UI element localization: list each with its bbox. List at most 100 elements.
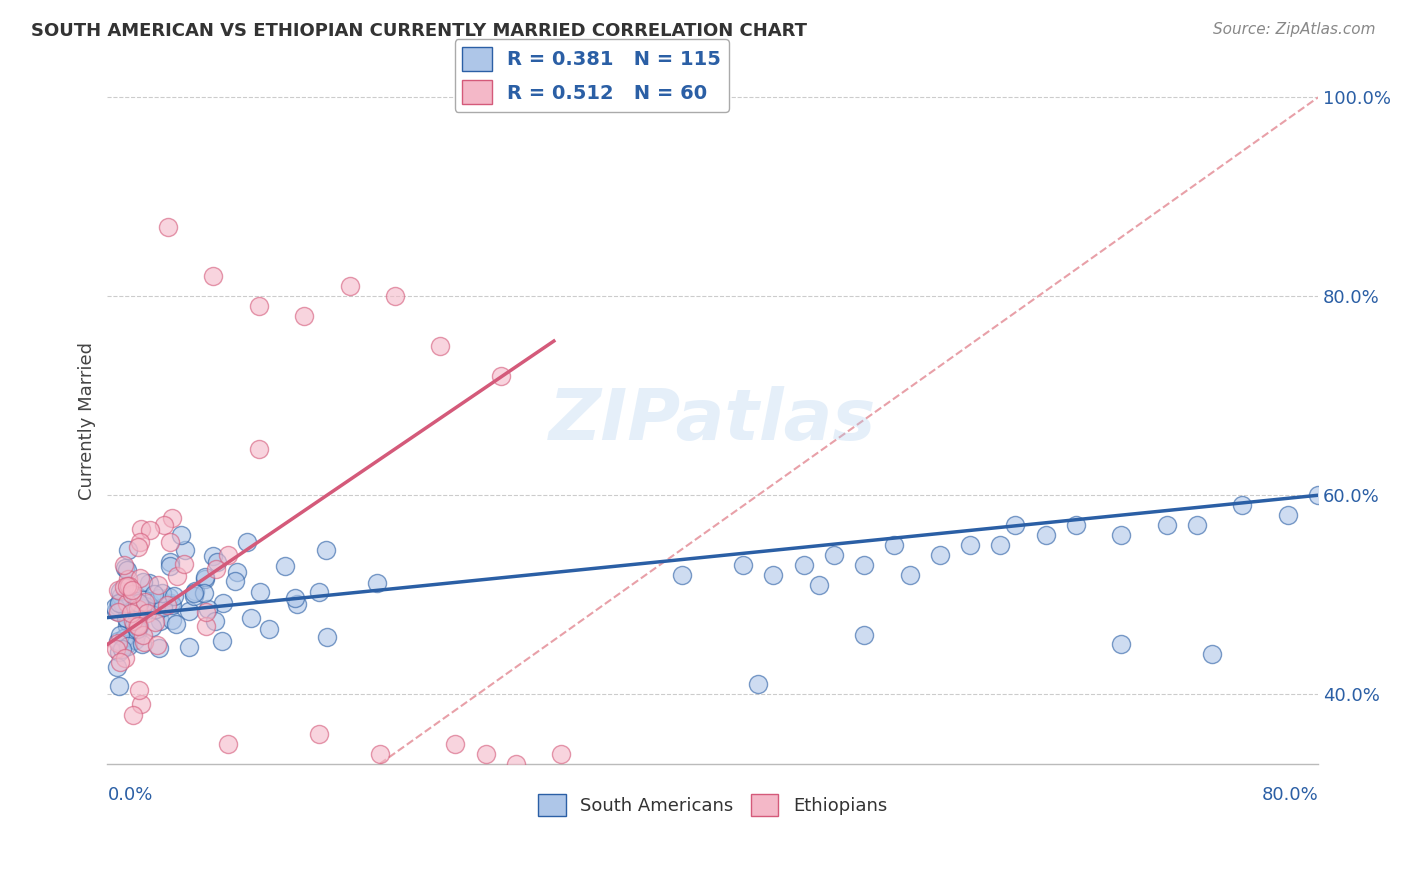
Point <box>152 518 174 533</box>
Point <box>145 615 167 630</box>
Point <box>150 586 173 600</box>
Point <box>1156 518 1178 533</box>
Text: 80.0%: 80.0% <box>1261 786 1319 804</box>
Point <box>159 534 181 549</box>
Point <box>111 598 134 612</box>
Point <box>117 615 139 630</box>
Point <box>247 299 270 313</box>
Point <box>1035 528 1057 542</box>
Text: Source: ZipAtlas.com: Source: ZipAtlas.com <box>1212 22 1375 37</box>
Point <box>444 737 467 751</box>
Point <box>125 625 148 640</box>
Point <box>928 548 950 562</box>
Point <box>112 580 135 594</box>
Point <box>128 596 150 610</box>
Point <box>142 587 165 601</box>
Point <box>132 628 155 642</box>
Point <box>105 604 128 618</box>
Point <box>170 528 193 542</box>
Point <box>429 339 451 353</box>
Point <box>121 587 143 601</box>
Point <box>138 523 160 537</box>
Point <box>505 756 527 771</box>
Text: ZIPatlas: ZIPatlas <box>550 386 876 455</box>
Point <box>368 747 391 761</box>
Point <box>139 596 162 610</box>
Point <box>136 607 159 621</box>
Point <box>212 596 235 610</box>
Point <box>114 651 136 665</box>
Point <box>134 594 156 608</box>
Text: 0.0%: 0.0% <box>107 786 153 804</box>
Point <box>249 585 271 599</box>
Point <box>132 592 155 607</box>
Point <box>107 679 129 693</box>
Point <box>148 591 170 606</box>
Point <box>107 583 129 598</box>
Point <box>823 548 845 562</box>
Point <box>274 558 297 573</box>
Point <box>157 590 180 604</box>
Point <box>125 607 148 622</box>
Point <box>149 614 172 628</box>
Point <box>127 608 149 623</box>
Point <box>898 567 921 582</box>
Point <box>122 602 145 616</box>
Point <box>128 683 150 698</box>
Point <box>1111 528 1133 542</box>
Point <box>197 601 219 615</box>
Point <box>117 572 139 586</box>
Point <box>207 555 229 569</box>
Point <box>107 599 129 613</box>
Point <box>202 549 225 563</box>
Point <box>115 579 138 593</box>
Point <box>807 578 830 592</box>
Point <box>292 309 315 323</box>
Point <box>138 575 160 590</box>
Point <box>183 586 205 600</box>
Point <box>115 611 138 625</box>
Point <box>1185 518 1208 533</box>
Point <box>315 542 337 557</box>
Point <box>285 597 308 611</box>
Point <box>731 558 754 572</box>
Point <box>131 637 153 651</box>
Point <box>489 368 512 383</box>
Point <box>117 637 139 651</box>
Point <box>122 615 145 629</box>
Text: SOUTH AMERICAN VS ETHIOPIAN CURRENTLY MARRIED CORRELATION CHART: SOUTH AMERICAN VS ETHIOPIAN CURRENTLY MA… <box>31 22 807 40</box>
Point <box>110 594 132 608</box>
Point <box>165 617 187 632</box>
Point <box>121 582 143 597</box>
Point <box>308 585 330 599</box>
Point <box>107 633 129 648</box>
Point <box>117 543 139 558</box>
Point <box>959 538 981 552</box>
Point <box>166 569 188 583</box>
Point <box>308 727 330 741</box>
Point <box>141 620 163 634</box>
Point <box>211 633 233 648</box>
Point <box>111 642 134 657</box>
Point <box>217 737 239 751</box>
Point <box>160 598 183 612</box>
Point <box>988 538 1011 552</box>
Point <box>108 645 131 659</box>
Point <box>384 289 406 303</box>
Point <box>1201 648 1223 662</box>
Point <box>194 619 217 633</box>
Point <box>128 618 150 632</box>
Point <box>146 577 169 591</box>
Point <box>159 596 181 610</box>
Point <box>240 611 263 625</box>
Point <box>120 607 142 621</box>
Point <box>108 627 131 641</box>
Point <box>183 584 205 599</box>
Point <box>110 655 132 669</box>
Point <box>104 642 127 657</box>
Point <box>127 541 149 555</box>
Point <box>129 571 152 585</box>
Point <box>747 677 769 691</box>
Point <box>125 618 148 632</box>
Point <box>883 538 905 552</box>
